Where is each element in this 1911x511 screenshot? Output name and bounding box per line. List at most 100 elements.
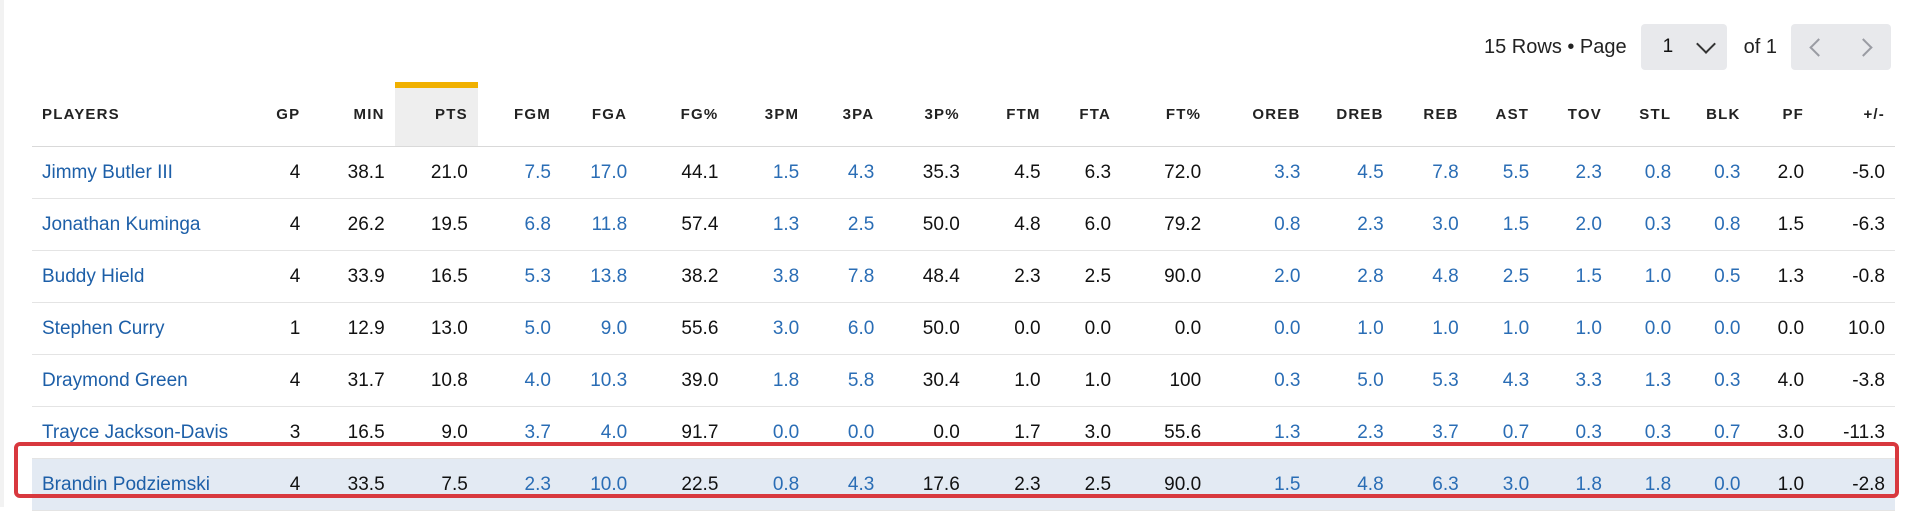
stat-link-fgm[interactable]: 3.7 bbox=[477, 406, 561, 459]
stat-link-ast[interactable]: 0.7 bbox=[1468, 406, 1540, 459]
player-name-link[interactable]: Jonathan Kuminga bbox=[32, 198, 252, 251]
stat-link-tov[interactable]: 2.0 bbox=[1539, 198, 1612, 251]
stat-link-ast[interactable]: 4.3 bbox=[1468, 354, 1540, 407]
stat-link-dreb[interactable]: 5.0 bbox=[1310, 354, 1394, 407]
prev-page-button[interactable] bbox=[1791, 24, 1841, 70]
stat-link-tov[interactable]: 1.8 bbox=[1539, 458, 1612, 511]
stat-link-fga[interactable]: 9.0 bbox=[560, 302, 638, 355]
column-header-3p-pct[interactable]: 3P% bbox=[924, 105, 960, 123]
stat-link-fga[interactable]: 4.0 bbox=[560, 406, 638, 459]
stat-link-reb[interactable]: 6.3 bbox=[1393, 458, 1469, 511]
stat-link-dreb[interactable]: 4.8 bbox=[1310, 458, 1394, 511]
next-page-button[interactable] bbox=[1841, 24, 1891, 70]
player-name-link[interactable]: Buddy Hield bbox=[32, 250, 252, 303]
stat-link-fgm[interactable]: 7.5 bbox=[477, 146, 561, 199]
stat-link-dreb[interactable]: 2.3 bbox=[1310, 198, 1394, 251]
stat-link-blk[interactable]: 0.3 bbox=[1681, 354, 1751, 407]
stat-link-reb[interactable]: 3.7 bbox=[1393, 406, 1469, 459]
stat-link-oreb[interactable]: 2.0 bbox=[1211, 250, 1311, 303]
column-header-fgm[interactable]: FGM bbox=[514, 105, 551, 123]
stat-link-fgm[interactable]: 5.0 bbox=[477, 302, 561, 355]
column-header-3pa[interactable]: 3PA bbox=[842, 105, 875, 123]
stat-link-3pm[interactable]: 1.3 bbox=[728, 198, 810, 251]
column-header-stl[interactable]: STL bbox=[1639, 105, 1672, 123]
stat-link-oreb[interactable]: 1.5 bbox=[1211, 458, 1311, 511]
column-header-oreb[interactable]: OREB bbox=[1252, 105, 1301, 123]
stat-link-stl[interactable]: 1.8 bbox=[1611, 458, 1682, 511]
stat-link-fgm[interactable]: 2.3 bbox=[477, 458, 561, 511]
column-header-3pm[interactable]: 3PM bbox=[764, 105, 800, 123]
stat-link-3pa[interactable]: 7.8 bbox=[809, 250, 885, 303]
column-header-reb[interactable]: REB bbox=[1423, 105, 1459, 123]
stat-link-3pm[interactable]: 0.8 bbox=[728, 458, 810, 511]
stat-link-oreb[interactable]: 3.3 bbox=[1211, 146, 1311, 199]
column-header-blk[interactable]: BLK bbox=[1706, 105, 1741, 123]
column-header-tov[interactable]: TOV bbox=[1567, 105, 1602, 123]
column-header-fg-pct[interactable]: FG% bbox=[680, 105, 719, 123]
stat-link-reb[interactable]: 4.8 bbox=[1393, 250, 1469, 303]
stat-link-stl[interactable]: 0.8 bbox=[1611, 146, 1682, 199]
stat-link-ast[interactable]: 1.5 bbox=[1468, 198, 1540, 251]
column-header-fta[interactable]: FTA bbox=[1079, 105, 1112, 123]
stat-link-fga[interactable]: 10.0 bbox=[560, 458, 638, 511]
stat-link-reb[interactable]: 1.0 bbox=[1393, 302, 1469, 355]
page-select[interactable]: 1 bbox=[1640, 24, 1727, 70]
player-name-link[interactable]: Jimmy Butler III bbox=[32, 146, 252, 199]
player-name-link[interactable]: Draymond Green bbox=[32, 354, 252, 407]
stat-link-fgm[interactable]: 4.0 bbox=[477, 354, 561, 407]
column-header-ft-pct[interactable]: FT% bbox=[1165, 105, 1202, 123]
stat-link-tov[interactable]: 1.0 bbox=[1539, 302, 1612, 355]
player-name-link[interactable]: Stephen Curry bbox=[32, 302, 252, 355]
stat-link-3pa[interactable]: 4.3 bbox=[809, 146, 885, 199]
stat-link-blk[interactable]: 0.8 bbox=[1681, 198, 1751, 251]
stat-link-tov[interactable]: 1.5 bbox=[1539, 250, 1612, 303]
column-header-players[interactable]: PLAYERS bbox=[42, 105, 120, 123]
stat-link-tov[interactable]: 2.3 bbox=[1539, 146, 1612, 199]
stat-link-fga[interactable]: 17.0 bbox=[560, 146, 638, 199]
stat-link-3pm[interactable]: 3.8 bbox=[728, 250, 810, 303]
column-header-pf[interactable]: PF bbox=[1782, 105, 1805, 123]
stat-link-stl[interactable]: 1.3 bbox=[1611, 354, 1682, 407]
stat-link-3pm[interactable]: 1.5 bbox=[728, 146, 810, 199]
stat-link-ast[interactable]: 1.0 bbox=[1468, 302, 1540, 355]
stat-link-stl[interactable]: 0.0 bbox=[1611, 302, 1682, 355]
stat-link-oreb[interactable]: 1.3 bbox=[1211, 406, 1311, 459]
column-header-gp[interactable]: GP bbox=[276, 105, 301, 123]
stat-link-fgm[interactable]: 6.8 bbox=[477, 198, 561, 251]
column-header-ast[interactable]: AST bbox=[1495, 105, 1530, 123]
stat-link-3pa[interactable]: 5.8 bbox=[809, 354, 885, 407]
stat-link-dreb[interactable]: 1.0 bbox=[1310, 302, 1394, 355]
stat-link-fga[interactable]: 11.8 bbox=[560, 198, 638, 251]
stat-link-blk[interactable]: 0.0 bbox=[1681, 458, 1751, 511]
stat-link-dreb[interactable]: 2.8 bbox=[1310, 250, 1394, 303]
stat-link-oreb[interactable]: 0.3 bbox=[1211, 354, 1311, 407]
stat-link-blk[interactable]: 0.3 bbox=[1681, 146, 1751, 199]
player-name-link[interactable]: Trayce Jackson-Davis bbox=[32, 406, 252, 459]
stat-link-ast[interactable]: 2.5 bbox=[1468, 250, 1540, 303]
stat-link-dreb[interactable]: 2.3 bbox=[1310, 406, 1394, 459]
column-header-pts[interactable]: PTS bbox=[394, 82, 478, 147]
stat-link-3pa[interactable]: 0.0 bbox=[809, 406, 885, 459]
stat-link-stl[interactable]: 0.3 bbox=[1611, 406, 1682, 459]
stat-link-blk[interactable]: 0.0 bbox=[1681, 302, 1751, 355]
stat-link-ast[interactable]: 3.0 bbox=[1468, 458, 1540, 511]
stat-link-fga[interactable]: 13.8 bbox=[560, 250, 638, 303]
column-header-ftm[interactable]: FTM bbox=[1006, 105, 1041, 123]
stat-link-blk[interactable]: 0.5 bbox=[1681, 250, 1751, 303]
stat-link-fga[interactable]: 10.3 bbox=[560, 354, 638, 407]
stat-link-stl[interactable]: 1.0 bbox=[1611, 250, 1682, 303]
player-name-link[interactable]: Brandin Podziemski bbox=[32, 458, 252, 511]
column-header-plus-minus[interactable]: +/- bbox=[1863, 105, 1885, 123]
stat-link-dreb[interactable]: 4.5 bbox=[1310, 146, 1394, 199]
column-header-min[interactable]: MIN bbox=[353, 105, 385, 123]
column-header-dreb[interactable]: DREB bbox=[1336, 105, 1384, 123]
stat-link-tov[interactable]: 3.3 bbox=[1539, 354, 1612, 407]
stat-link-tov[interactable]: 0.3 bbox=[1539, 406, 1612, 459]
stat-link-fgm[interactable]: 5.3 bbox=[477, 250, 561, 303]
stat-link-reb[interactable]: 7.8 bbox=[1393, 146, 1469, 199]
stat-link-3pm[interactable]: 0.0 bbox=[728, 406, 810, 459]
stat-link-ast[interactable]: 5.5 bbox=[1468, 146, 1540, 199]
stat-link-3pa[interactable]: 2.5 bbox=[809, 198, 885, 251]
stat-link-oreb[interactable]: 0.0 bbox=[1211, 302, 1311, 355]
stat-link-blk[interactable]: 0.7 bbox=[1681, 406, 1751, 459]
